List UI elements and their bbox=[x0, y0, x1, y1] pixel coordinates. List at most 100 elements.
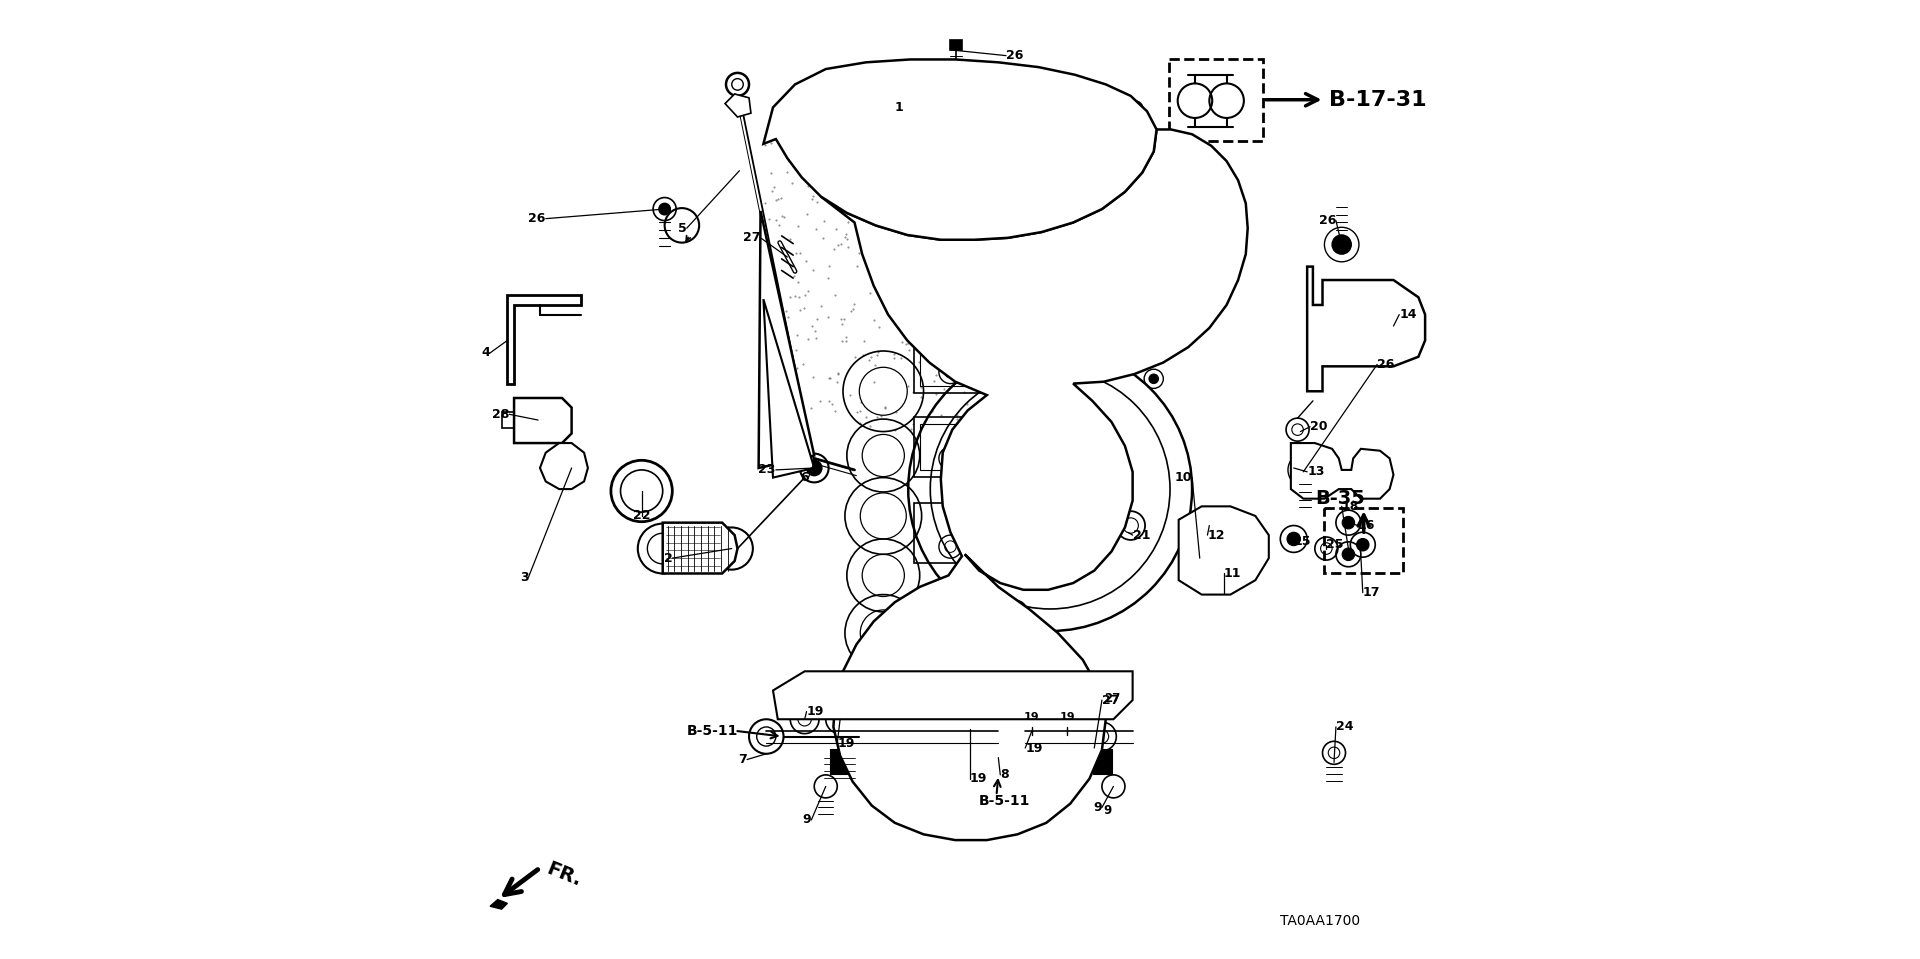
Text: 8: 8 bbox=[1000, 768, 1008, 782]
Bar bbox=[1094, 750, 1112, 774]
Circle shape bbox=[908, 252, 918, 262]
Text: TA0AA1700: TA0AA1700 bbox=[1279, 914, 1359, 927]
Text: 19: 19 bbox=[806, 705, 824, 718]
Polygon shape bbox=[833, 84, 891, 129]
Text: 9: 9 bbox=[803, 813, 812, 827]
Circle shape bbox=[1217, 573, 1231, 586]
Text: 18: 18 bbox=[1342, 500, 1359, 513]
Bar bbox=[910, 119, 954, 150]
Circle shape bbox=[1012, 249, 1021, 259]
Text: 10: 10 bbox=[1175, 471, 1192, 484]
Bar bbox=[914, 679, 991, 738]
Polygon shape bbox=[1179, 506, 1269, 595]
Text: 3: 3 bbox=[520, 571, 528, 584]
Polygon shape bbox=[774, 671, 1133, 719]
Circle shape bbox=[1106, 281, 1116, 291]
Text: 27: 27 bbox=[1104, 691, 1119, 705]
Circle shape bbox=[1342, 517, 1356, 529]
Text: 5: 5 bbox=[678, 222, 687, 235]
Circle shape bbox=[979, 246, 989, 256]
Text: 7: 7 bbox=[739, 753, 747, 766]
Polygon shape bbox=[540, 443, 588, 489]
Bar bbox=[920, 424, 985, 470]
Bar bbox=[831, 750, 849, 774]
Circle shape bbox=[1204, 517, 1215, 529]
Text: 28: 28 bbox=[492, 408, 509, 421]
Polygon shape bbox=[758, 211, 814, 468]
Polygon shape bbox=[764, 59, 1156, 240]
Text: 12: 12 bbox=[1208, 528, 1225, 542]
Bar bbox=[902, 113, 960, 156]
Circle shape bbox=[1286, 532, 1300, 546]
Circle shape bbox=[945, 246, 954, 256]
Bar bbox=[1044, 113, 1100, 159]
Bar bbox=[841, 129, 889, 162]
Polygon shape bbox=[515, 398, 572, 443]
Circle shape bbox=[874, 259, 883, 269]
Text: 16: 16 bbox=[1357, 519, 1375, 532]
Circle shape bbox=[659, 203, 670, 215]
Bar bbox=[1169, 59, 1263, 141]
Bar bbox=[987, 758, 1025, 784]
Polygon shape bbox=[662, 523, 737, 573]
Text: FR.: FR. bbox=[543, 859, 584, 890]
Polygon shape bbox=[1290, 443, 1394, 499]
Text: 15: 15 bbox=[1294, 535, 1311, 549]
Text: B-5-11: B-5-11 bbox=[687, 724, 737, 737]
Bar bbox=[972, 107, 1031, 153]
Bar bbox=[914, 417, 991, 477]
Text: B-5-11: B-5-11 bbox=[979, 794, 1031, 807]
Bar bbox=[1325, 508, 1404, 573]
Text: 9: 9 bbox=[1104, 804, 1112, 817]
Text: 9: 9 bbox=[1092, 801, 1102, 814]
Bar bbox=[833, 123, 897, 169]
Text: 21: 21 bbox=[1133, 528, 1150, 542]
Text: 17: 17 bbox=[1363, 586, 1380, 599]
Circle shape bbox=[1077, 266, 1087, 275]
Text: 19: 19 bbox=[837, 737, 854, 750]
Bar bbox=[920, 340, 985, 386]
Polygon shape bbox=[490, 900, 507, 909]
Bar bbox=[979, 113, 1025, 147]
Text: 19: 19 bbox=[1023, 713, 1041, 722]
Circle shape bbox=[1357, 539, 1369, 550]
Circle shape bbox=[1332, 235, 1352, 254]
Text: 6: 6 bbox=[801, 471, 808, 484]
Text: 19: 19 bbox=[1025, 741, 1043, 755]
Circle shape bbox=[1148, 374, 1158, 384]
Bar bbox=[950, 40, 962, 50]
Text: 22: 22 bbox=[634, 509, 651, 523]
Text: 19: 19 bbox=[1060, 713, 1075, 722]
Circle shape bbox=[1296, 460, 1315, 480]
Text: 26: 26 bbox=[528, 212, 545, 225]
Polygon shape bbox=[726, 94, 751, 117]
Text: 24: 24 bbox=[1336, 720, 1354, 734]
Text: 4: 4 bbox=[482, 346, 490, 360]
Text: B-35: B-35 bbox=[1315, 489, 1365, 508]
Text: 26: 26 bbox=[1006, 49, 1023, 62]
Polygon shape bbox=[764, 299, 814, 478]
Polygon shape bbox=[1308, 267, 1425, 391]
Text: 11: 11 bbox=[1223, 567, 1240, 580]
Bar bbox=[914, 593, 991, 652]
Text: 14: 14 bbox=[1400, 308, 1417, 321]
Circle shape bbox=[1152, 348, 1162, 358]
Bar bbox=[914, 503, 991, 563]
Text: B-17-31: B-17-31 bbox=[1329, 90, 1427, 109]
Text: 25: 25 bbox=[1327, 538, 1344, 551]
Polygon shape bbox=[822, 129, 1248, 840]
Circle shape bbox=[1144, 323, 1154, 333]
Text: 26: 26 bbox=[1377, 358, 1394, 371]
Circle shape bbox=[1129, 300, 1139, 310]
Bar bbox=[501, 412, 516, 428]
Circle shape bbox=[1342, 548, 1356, 560]
Text: 13: 13 bbox=[1308, 465, 1325, 479]
Text: 27: 27 bbox=[743, 231, 760, 245]
Bar bbox=[914, 334, 991, 393]
Polygon shape bbox=[507, 295, 582, 384]
Text: 26: 26 bbox=[1319, 214, 1336, 227]
Text: 1: 1 bbox=[895, 101, 904, 114]
Text: 20: 20 bbox=[1309, 420, 1327, 433]
Text: 19: 19 bbox=[970, 772, 987, 785]
Text: 2: 2 bbox=[664, 551, 672, 565]
